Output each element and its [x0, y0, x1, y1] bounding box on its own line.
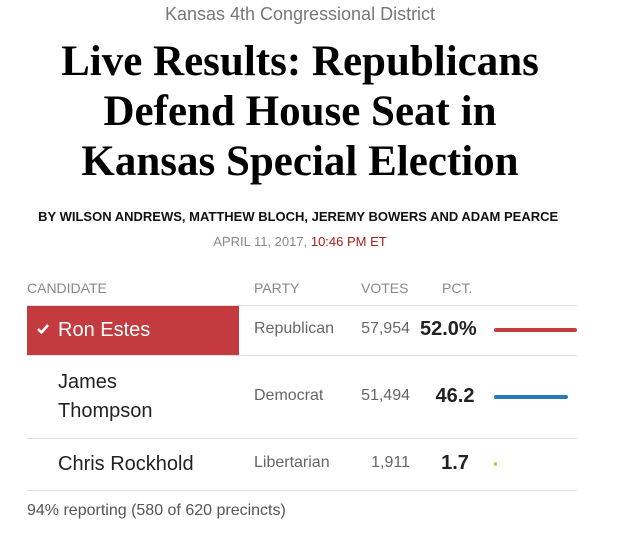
check-icon: [37, 324, 49, 335]
check: [37, 324, 49, 335]
percent-bar: [494, 462, 497, 466]
column-header: CANDIDATE: [27, 280, 107, 296]
candidate-name: Ron Estes: [58, 318, 151, 341]
party: Democrat: [254, 386, 324, 404]
byline-block: BY WILSON ANDREWS, MATTHEW BLOCH, JEREMY…: [35, 204, 565, 254]
byline: BY WILSON ANDREWS, MATTHEW BLOCH, JEREMY…: [38, 209, 559, 224]
candidate-name: Chris Rockhold: [58, 452, 194, 475]
percent: 1.7: [441, 452, 469, 474]
votes: 51,494: [361, 386, 410, 404]
column-header: PCT.: [442, 280, 473, 296]
winner-highlight: [27, 306, 239, 355]
rule: [27, 355, 577, 356]
percent-bar: [494, 394, 568, 399]
percent-bar: [494, 328, 578, 332]
votes: 1,911: [371, 454, 410, 471]
footer: 94% reporting (580 of 620 precincts): [27, 502, 286, 519]
kicker: Kansas 4th Congressional District: [164, 4, 436, 24]
rule: [27, 305, 577, 306]
percent: 46.2: [435, 384, 475, 407]
percent: 52.0%: [420, 318, 477, 340]
headline-line: Kansas Special Election: [81, 138, 519, 185]
rule: [27, 490, 577, 491]
rule: [27, 438, 577, 439]
column-header: PARTY: [254, 280, 300, 296]
party: Libertarian: [254, 454, 330, 471]
time: 10:46 PM ET: [310, 234, 387, 249]
headline-line: Live Results: Republicans: [61, 38, 539, 85]
votes: 57,954: [361, 320, 410, 337]
date: APRIL 11, 2017,: [213, 234, 308, 249]
headline-line: Defend House Seat in: [103, 88, 497, 135]
party: Republican: [254, 320, 335, 337]
column-header: VOTES: [361, 280, 409, 296]
candidate-name: James Thompson: [58, 370, 153, 422]
